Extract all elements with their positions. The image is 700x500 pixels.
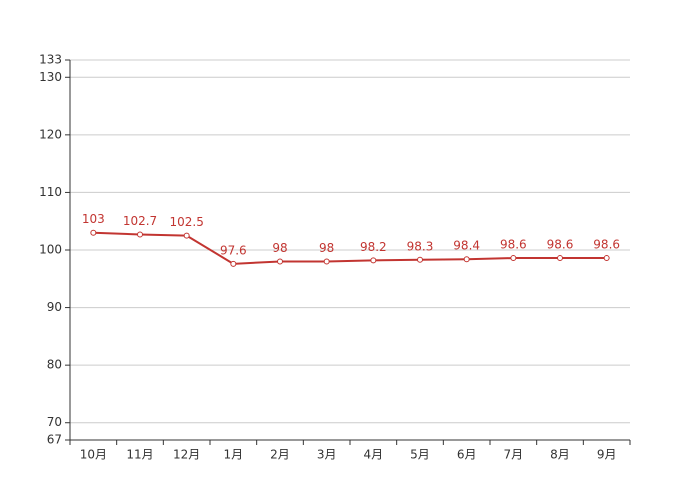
value-label: 98.2: [360, 240, 387, 254]
x-tick-label: 1月: [224, 448, 244, 462]
x-tick-label: 10月: [80, 448, 107, 462]
value-label: 98.6: [500, 238, 527, 252]
line: [93, 231, 607, 265]
value-label: 97.6: [220, 243, 247, 257]
x-tick-label: 2月: [270, 448, 290, 462]
value-label: 98.4: [453, 239, 480, 253]
x-tick-label: 9月: [597, 448, 617, 462]
value-label: 98: [272, 241, 287, 255]
x-tick-label: 8月: [550, 448, 570, 462]
point: [510, 255, 517, 262]
y-tick-label: 100: [39, 243, 62, 257]
y-tick-label: 110: [39, 185, 62, 199]
y-tick-label: 90: [47, 300, 62, 314]
point: [323, 258, 330, 265]
y-tick-label: 80: [47, 358, 62, 372]
y-tick-label: 130: [39, 70, 62, 84]
y-tick-label: 70: [47, 415, 62, 429]
point: [137, 231, 143, 238]
point: [603, 255, 610, 262]
x-tick-label: 7月: [504, 448, 524, 462]
point: [277, 258, 283, 265]
value-label: 102.5: [169, 215, 203, 229]
value-label: 98.6: [547, 238, 574, 252]
value-label: 103: [82, 212, 105, 226]
point: [90, 229, 97, 236]
point: [463, 256, 470, 263]
y-tick-label: 133: [39, 53, 62, 67]
point: [230, 260, 237, 267]
y-tick-label: 67: [47, 433, 62, 447]
point: [557, 255, 563, 262]
x-tick-label: 12月: [173, 448, 200, 462]
y-tick-label: 120: [39, 127, 62, 141]
point: [183, 232, 190, 239]
value-label: 98.3: [407, 239, 434, 253]
point: [370, 257, 377, 264]
value-label: 98.6: [593, 238, 620, 252]
x-tick-label: 11月: [126, 448, 153, 462]
x-tick-label: 3月: [317, 448, 337, 462]
point: [417, 256, 423, 263]
value-label: 102.7: [123, 214, 157, 228]
value-label: 98: [319, 241, 334, 255]
x-tick-label: 5月: [410, 448, 430, 462]
x-tick-label: 4月: [364, 448, 384, 462]
x-tick-label: 6月: [457, 448, 477, 462]
